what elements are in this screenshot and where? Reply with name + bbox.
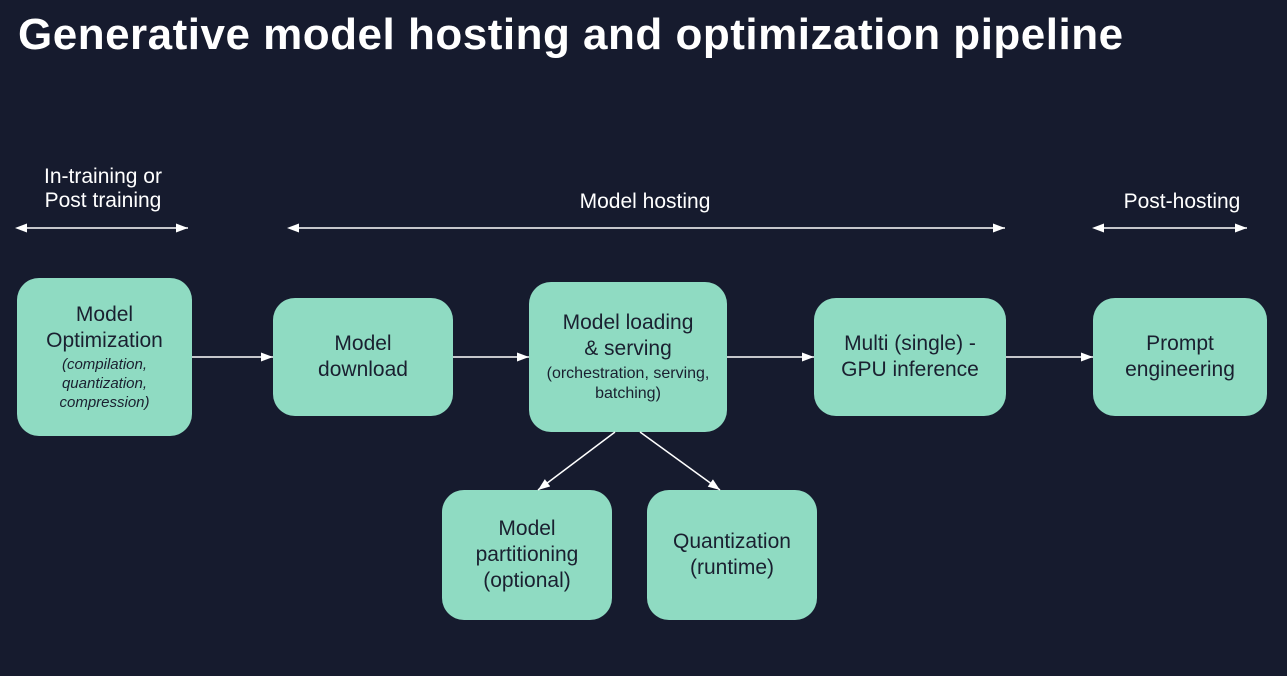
node-title: Quantization(runtime) xyxy=(673,529,791,582)
node-quantization-runtime: Quantization(runtime) xyxy=(647,490,817,620)
node-title: Multi (single) -GPU inference xyxy=(841,331,979,384)
flow-arrow-serve-quant xyxy=(640,432,720,490)
stage-label-pretrain: In-training orPost training xyxy=(18,165,188,213)
stage-label-hosting: Model hosting xyxy=(555,190,735,214)
node-model-optimization: ModelOptimization (compilation,quantizat… xyxy=(17,278,192,436)
node-model-download: Modeldownload xyxy=(273,298,453,416)
node-title: Promptengineering xyxy=(1125,331,1235,384)
page-title: Generative model hosting and optimizatio… xyxy=(18,10,1124,60)
node-gpu-inference: Multi (single) -GPU inference xyxy=(814,298,1006,416)
node-model-partitioning: Modelpartitioning(optional) xyxy=(442,490,612,620)
node-title: Modelpartitioning(optional) xyxy=(476,516,579,595)
node-title: Modeldownload xyxy=(318,331,408,384)
flow-arrow-serve-part xyxy=(538,432,615,490)
node-model-loading-serving: Model loading& serving (orchestration, s… xyxy=(529,282,727,432)
node-title: ModelOptimization xyxy=(46,302,163,355)
node-title: Model loading& serving xyxy=(563,310,694,363)
node-subtitle: (compilation,quantization,compression) xyxy=(59,356,149,412)
node-subtitle: (orchestration, serving,batching) xyxy=(547,364,710,404)
node-prompt-engineering: Promptengineering xyxy=(1093,298,1267,416)
stage-label-posthost: Post-hosting xyxy=(1112,190,1252,214)
